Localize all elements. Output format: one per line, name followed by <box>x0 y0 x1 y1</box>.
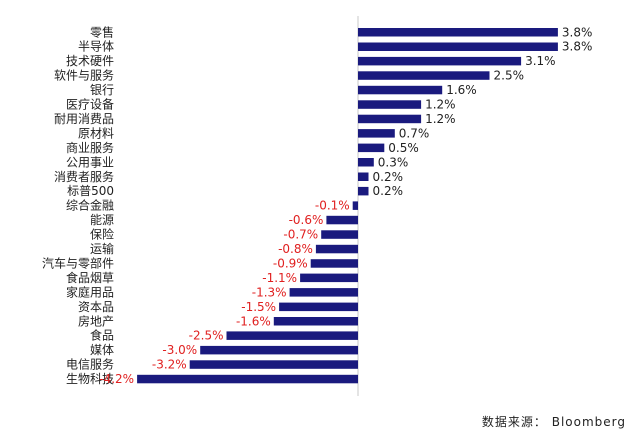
category-label: 综合金融 <box>66 198 114 213</box>
value-label: -0.6% <box>289 213 324 227</box>
bar <box>358 71 490 80</box>
bar <box>326 215 358 225</box>
value-label: -0.8% <box>278 242 313 256</box>
bar <box>321 230 358 239</box>
category-label: 运输 <box>90 241 114 256</box>
bar <box>300 273 358 283</box>
category-label: 保险 <box>90 227 114 242</box>
category-label: 技术硬件 <box>66 54 114 68</box>
bar <box>358 114 422 124</box>
category-label: 食品烟草 <box>66 270 114 285</box>
category-label: 医疗设备 <box>66 98 114 112</box>
category-label: 商业服务 <box>66 140 114 155</box>
category-label: 能源 <box>90 213 114 227</box>
value-label: 3.8% <box>562 25 593 39</box>
bar <box>358 186 369 196</box>
bar <box>200 345 358 355</box>
bar <box>189 360 358 369</box>
category-label: 银行 <box>90 83 114 97</box>
bar <box>358 28 558 37</box>
bar <box>358 42 558 51</box>
bar <box>358 158 374 167</box>
value-label: -1.3% <box>252 285 287 299</box>
category-label: 媒体 <box>90 343 114 357</box>
value-label: -1.6% <box>236 314 271 328</box>
category-label: 软件与服务 <box>54 68 114 83</box>
bar <box>310 259 358 268</box>
bar <box>358 56 522 66</box>
bar <box>137 374 358 384</box>
bar <box>358 172 369 181</box>
category-label: 半导体 <box>78 40 114 54</box>
category-label: 家庭用品 <box>66 284 114 299</box>
category-label: 汽车与零部件 <box>42 255 114 270</box>
value-label: 3.1% <box>525 54 556 68</box>
bar <box>289 288 358 297</box>
value-label: 0.3% <box>378 155 409 169</box>
category-label: 电信服务 <box>66 357 114 372</box>
value-label: -1.1% <box>262 271 297 285</box>
value-label: -0.9% <box>273 256 308 270</box>
value-label: -4.2% <box>99 372 134 386</box>
value-labels: 3.8%3.8%3.1%2.5%1.6%1.2%1.2%0.7%0.5%0.3%… <box>99 25 592 386</box>
value-label: 1.2% <box>425 98 456 112</box>
category-label: 耐用消费品 <box>54 112 114 126</box>
category-label: 房地产 <box>78 313 114 328</box>
bar <box>358 100 422 109</box>
value-label: 3.8% <box>562 40 593 54</box>
category-label: 标普500 <box>67 184 114 198</box>
value-label: -2.5% <box>189 329 224 343</box>
bar <box>279 302 358 312</box>
bar <box>358 129 395 138</box>
bars-group <box>137 28 558 384</box>
value-label: 2.5% <box>494 69 525 83</box>
category-label: 公用事业 <box>66 155 114 169</box>
value-label: -3.0% <box>162 343 197 357</box>
value-label: 1.2% <box>425 112 456 126</box>
bar <box>358 85 443 95</box>
category-label: 生物科技 <box>66 372 114 386</box>
bar <box>226 331 358 340</box>
value-label: 0.5% <box>388 141 419 155</box>
value-label: 1.6% <box>446 83 477 97</box>
bar <box>273 317 358 326</box>
category-labels: 零售半导体技术硬件软件与服务银行医疗设备耐用消费品原材料商业服务公用事业消费者服… <box>42 24 114 386</box>
source-note: 数据来源： Bloomberg <box>481 415 626 429</box>
category-label: 零售 <box>90 24 114 39</box>
value-label: 0.2% <box>373 170 404 184</box>
value-label: -0.1% <box>315 199 350 213</box>
value-label: 0.7% <box>399 126 430 140</box>
category-label: 原材料 <box>78 126 114 140</box>
value-label: -1.5% <box>241 300 276 314</box>
category-label: 消费者服务 <box>54 169 114 184</box>
value-label: -0.7% <box>283 228 318 242</box>
bar <box>352 201 358 210</box>
bar <box>315 244 358 254</box>
category-label: 资本品 <box>78 300 114 314</box>
value-label: 0.2% <box>373 184 404 198</box>
value-label: -3.2% <box>152 358 187 372</box>
category-label: 食品 <box>90 328 114 343</box>
bar <box>358 143 385 153</box>
